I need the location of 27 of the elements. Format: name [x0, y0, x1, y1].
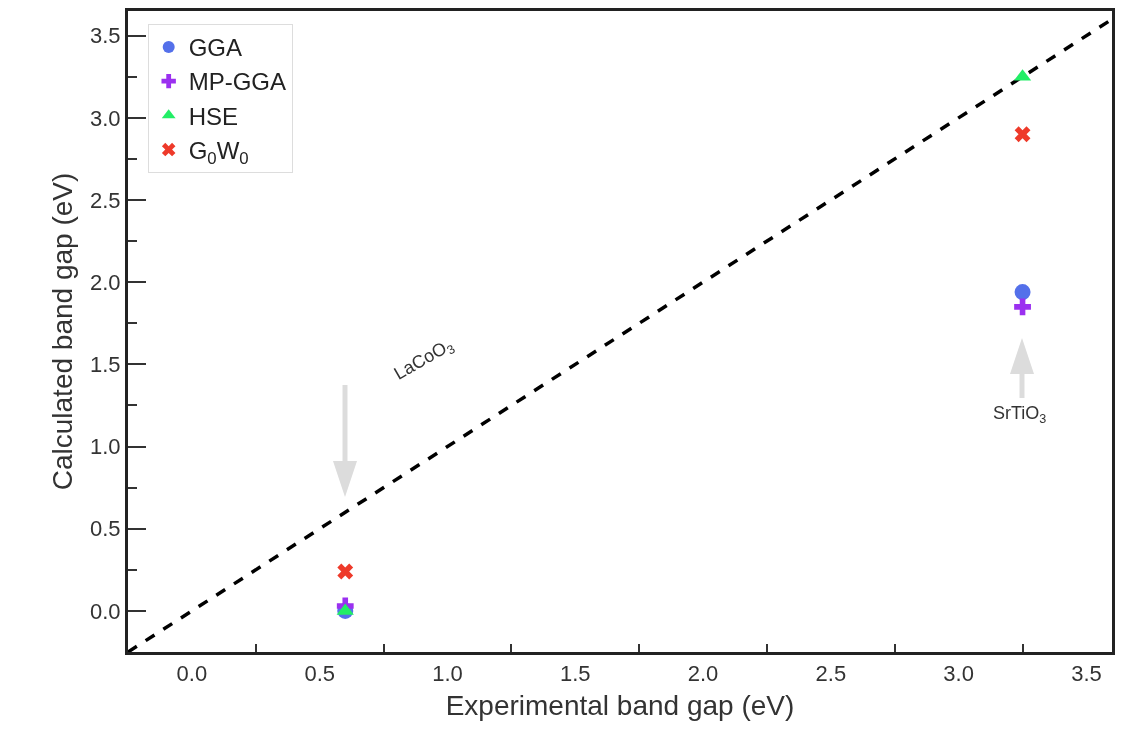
point — [337, 563, 354, 580]
point — [1014, 126, 1031, 143]
x-tick-label: 2.0 — [687, 661, 719, 687]
x-tick-label: 1.5 — [559, 661, 591, 687]
y-axis-title: Calculated band gap (eV) — [46, 172, 78, 491]
y-tick-label: 0.0 — [90, 598, 121, 624]
y-tick-label: 1.0 — [90, 434, 121, 460]
y-tick-label: 3.0 — [90, 105, 121, 131]
x-tick-label: 0.5 — [304, 661, 335, 687]
annotation: SrTiO$_{3}$ — [993, 403, 1047, 426]
y-tick-label: 1.5 — [90, 352, 121, 378]
y-tick-label: 2.0 — [90, 269, 121, 295]
x-tick-label: 1.0 — [432, 661, 463, 687]
legend-label: G$_{0}$W$_{0}$ — [188, 136, 249, 168]
y-tick-label: 3.5 — [90, 23, 121, 49]
y-tick-label: 0.5 — [90, 516, 121, 542]
legend-label: GGA — [188, 34, 243, 62]
x-tick-label: 3.0 — [943, 661, 974, 687]
legend-label: HSE — [188, 102, 239, 130]
x-tick-label: 2.5 — [815, 661, 847, 687]
y-tick-label: 2.5 — [90, 187, 121, 213]
x-axis-title: Experimental band gap (eV) — [445, 689, 795, 721]
x-tick-label: 3.5 — [1071, 661, 1102, 687]
point — [1014, 298, 1031, 316]
legend-label: MP-GGA — [188, 68, 287, 96]
point — [1014, 284, 1031, 301]
x-tick-label: 0.0 — [176, 661, 208, 687]
